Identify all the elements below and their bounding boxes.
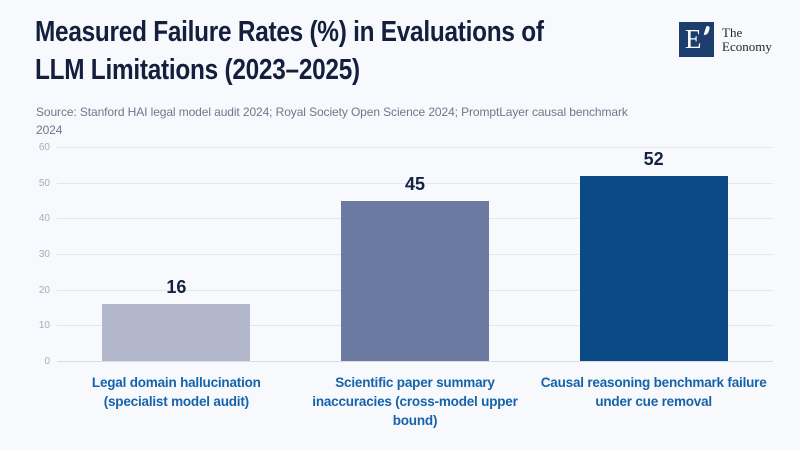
logo-wordmark: The Economy (722, 22, 772, 54)
y-tick-label: 50 (38, 177, 50, 189)
bar-value-label: 45 (404, 173, 426, 194)
category-label: Scientific paper summary inaccuracies (c… (312, 375, 518, 428)
y-tick-label: 30 (38, 249, 50, 260)
logo-apostrophe-icon (703, 26, 711, 35)
y-tick-label: 60 (38, 142, 50, 153)
y-tick-label: 40 (38, 213, 50, 225)
x-axis-labels: Legal domain hallucination (specialist m… (57, 373, 773, 430)
logo-monogram-square: E (679, 22, 714, 57)
y-tick-label: 20 (38, 284, 50, 296)
logo-wordmark-line-1: The (722, 25, 743, 40)
y-tick-label: 10 (38, 320, 50, 332)
title-line-2: LLM Limitations (2023–2025) (35, 54, 360, 86)
gridline (57, 147, 773, 148)
logo-e-letter: E (685, 24, 702, 54)
bar (102, 303, 251, 361)
category-label: Legal domain hallucination (specialist m… (91, 375, 261, 409)
source-line-2: 2024 (36, 123, 63, 137)
y-tick-label: 0 (44, 356, 50, 367)
logo-wordmark-line-2: Economy (722, 39, 772, 54)
bar (579, 175, 728, 361)
bar (341, 200, 489, 361)
plot-area: 16 45 52 (57, 147, 773, 362)
source-note: Source: Stanford HAI legal model audit 2… (36, 103, 628, 139)
the-economy-logo: E The Economy (679, 22, 772, 57)
y-axis: 0 10 20 30 40 50 60 (0, 143, 50, 367)
gridline (57, 361, 773, 362)
bar-value-label: 52 (643, 148, 664, 169)
gridline (57, 182, 773, 184)
bar-value-label: 16 (166, 276, 187, 297)
category-label: Causal reasoning benchmark failure under… (540, 375, 767, 409)
source-line-1: Source: Stanford HAI legal model audit 2… (36, 105, 628, 119)
title-line-1: Measured Failure Rates (%) in Evaluation… (35, 16, 544, 48)
page-title: Measured Failure Rates (%) in Evaluation… (35, 13, 544, 89)
